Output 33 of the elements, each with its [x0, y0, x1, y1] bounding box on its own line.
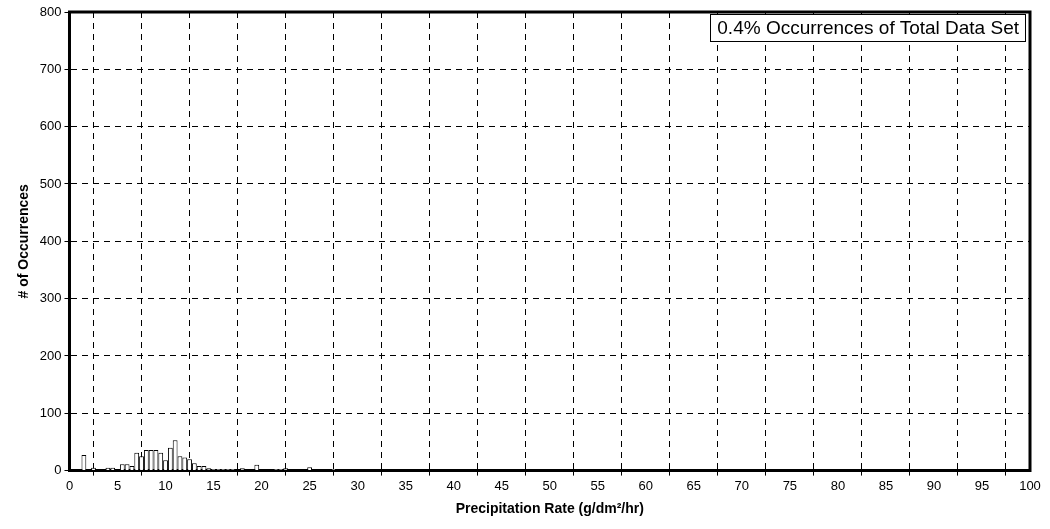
x-tick-label: 60: [638, 477, 654, 493]
y-tick-label: 600: [39, 118, 62, 134]
x-tick-label: 30: [350, 477, 365, 493]
y-tick-label: 800: [39, 3, 62, 19]
x-tick-label: 20: [254, 477, 269, 493]
y-tick-label: 400: [39, 232, 62, 248]
x-tick-label: 10: [158, 477, 173, 493]
y-tick-label: 100: [39, 404, 62, 420]
x-tick-label: 100: [1019, 477, 1041, 493]
x-tick-label: 0: [65, 477, 74, 493]
x-tick-label: 55: [590, 477, 605, 493]
x-tick-label: 70: [734, 477, 750, 493]
annotation: 0.4% Occurrences of Total Data Set: [710, 14, 1026, 42]
y-tick-label: 700: [39, 60, 62, 76]
x-tick-label: 35: [398, 477, 413, 493]
x-tick-label: 25: [302, 477, 317, 493]
x-axis-title: Precipitation Rate (g/dm²/hr): [455, 500, 644, 517]
y-tick-label: 500: [39, 175, 62, 191]
y-tick-label: 0: [54, 462, 62, 478]
x-tick-label: 95: [974, 477, 990, 493]
x-tick-label: 85: [878, 477, 894, 493]
x-tick-label: 90: [926, 477, 942, 493]
x-tick-label: 45: [494, 477, 509, 493]
y-axis-title: # of Occurrences: [15, 183, 32, 299]
x-tick-label: 75: [782, 477, 798, 493]
x-tick-label: 40: [446, 477, 461, 493]
x-tick-label: 65: [686, 477, 702, 493]
x-tick-label: 5: [113, 477, 122, 493]
x-tick-label: 50: [542, 477, 557, 493]
x-tick-label: 80: [830, 477, 846, 493]
y-tick-label: 300: [39, 290, 62, 306]
x-tick-label: 15: [206, 477, 221, 493]
y-tick-label: 200: [39, 347, 62, 363]
